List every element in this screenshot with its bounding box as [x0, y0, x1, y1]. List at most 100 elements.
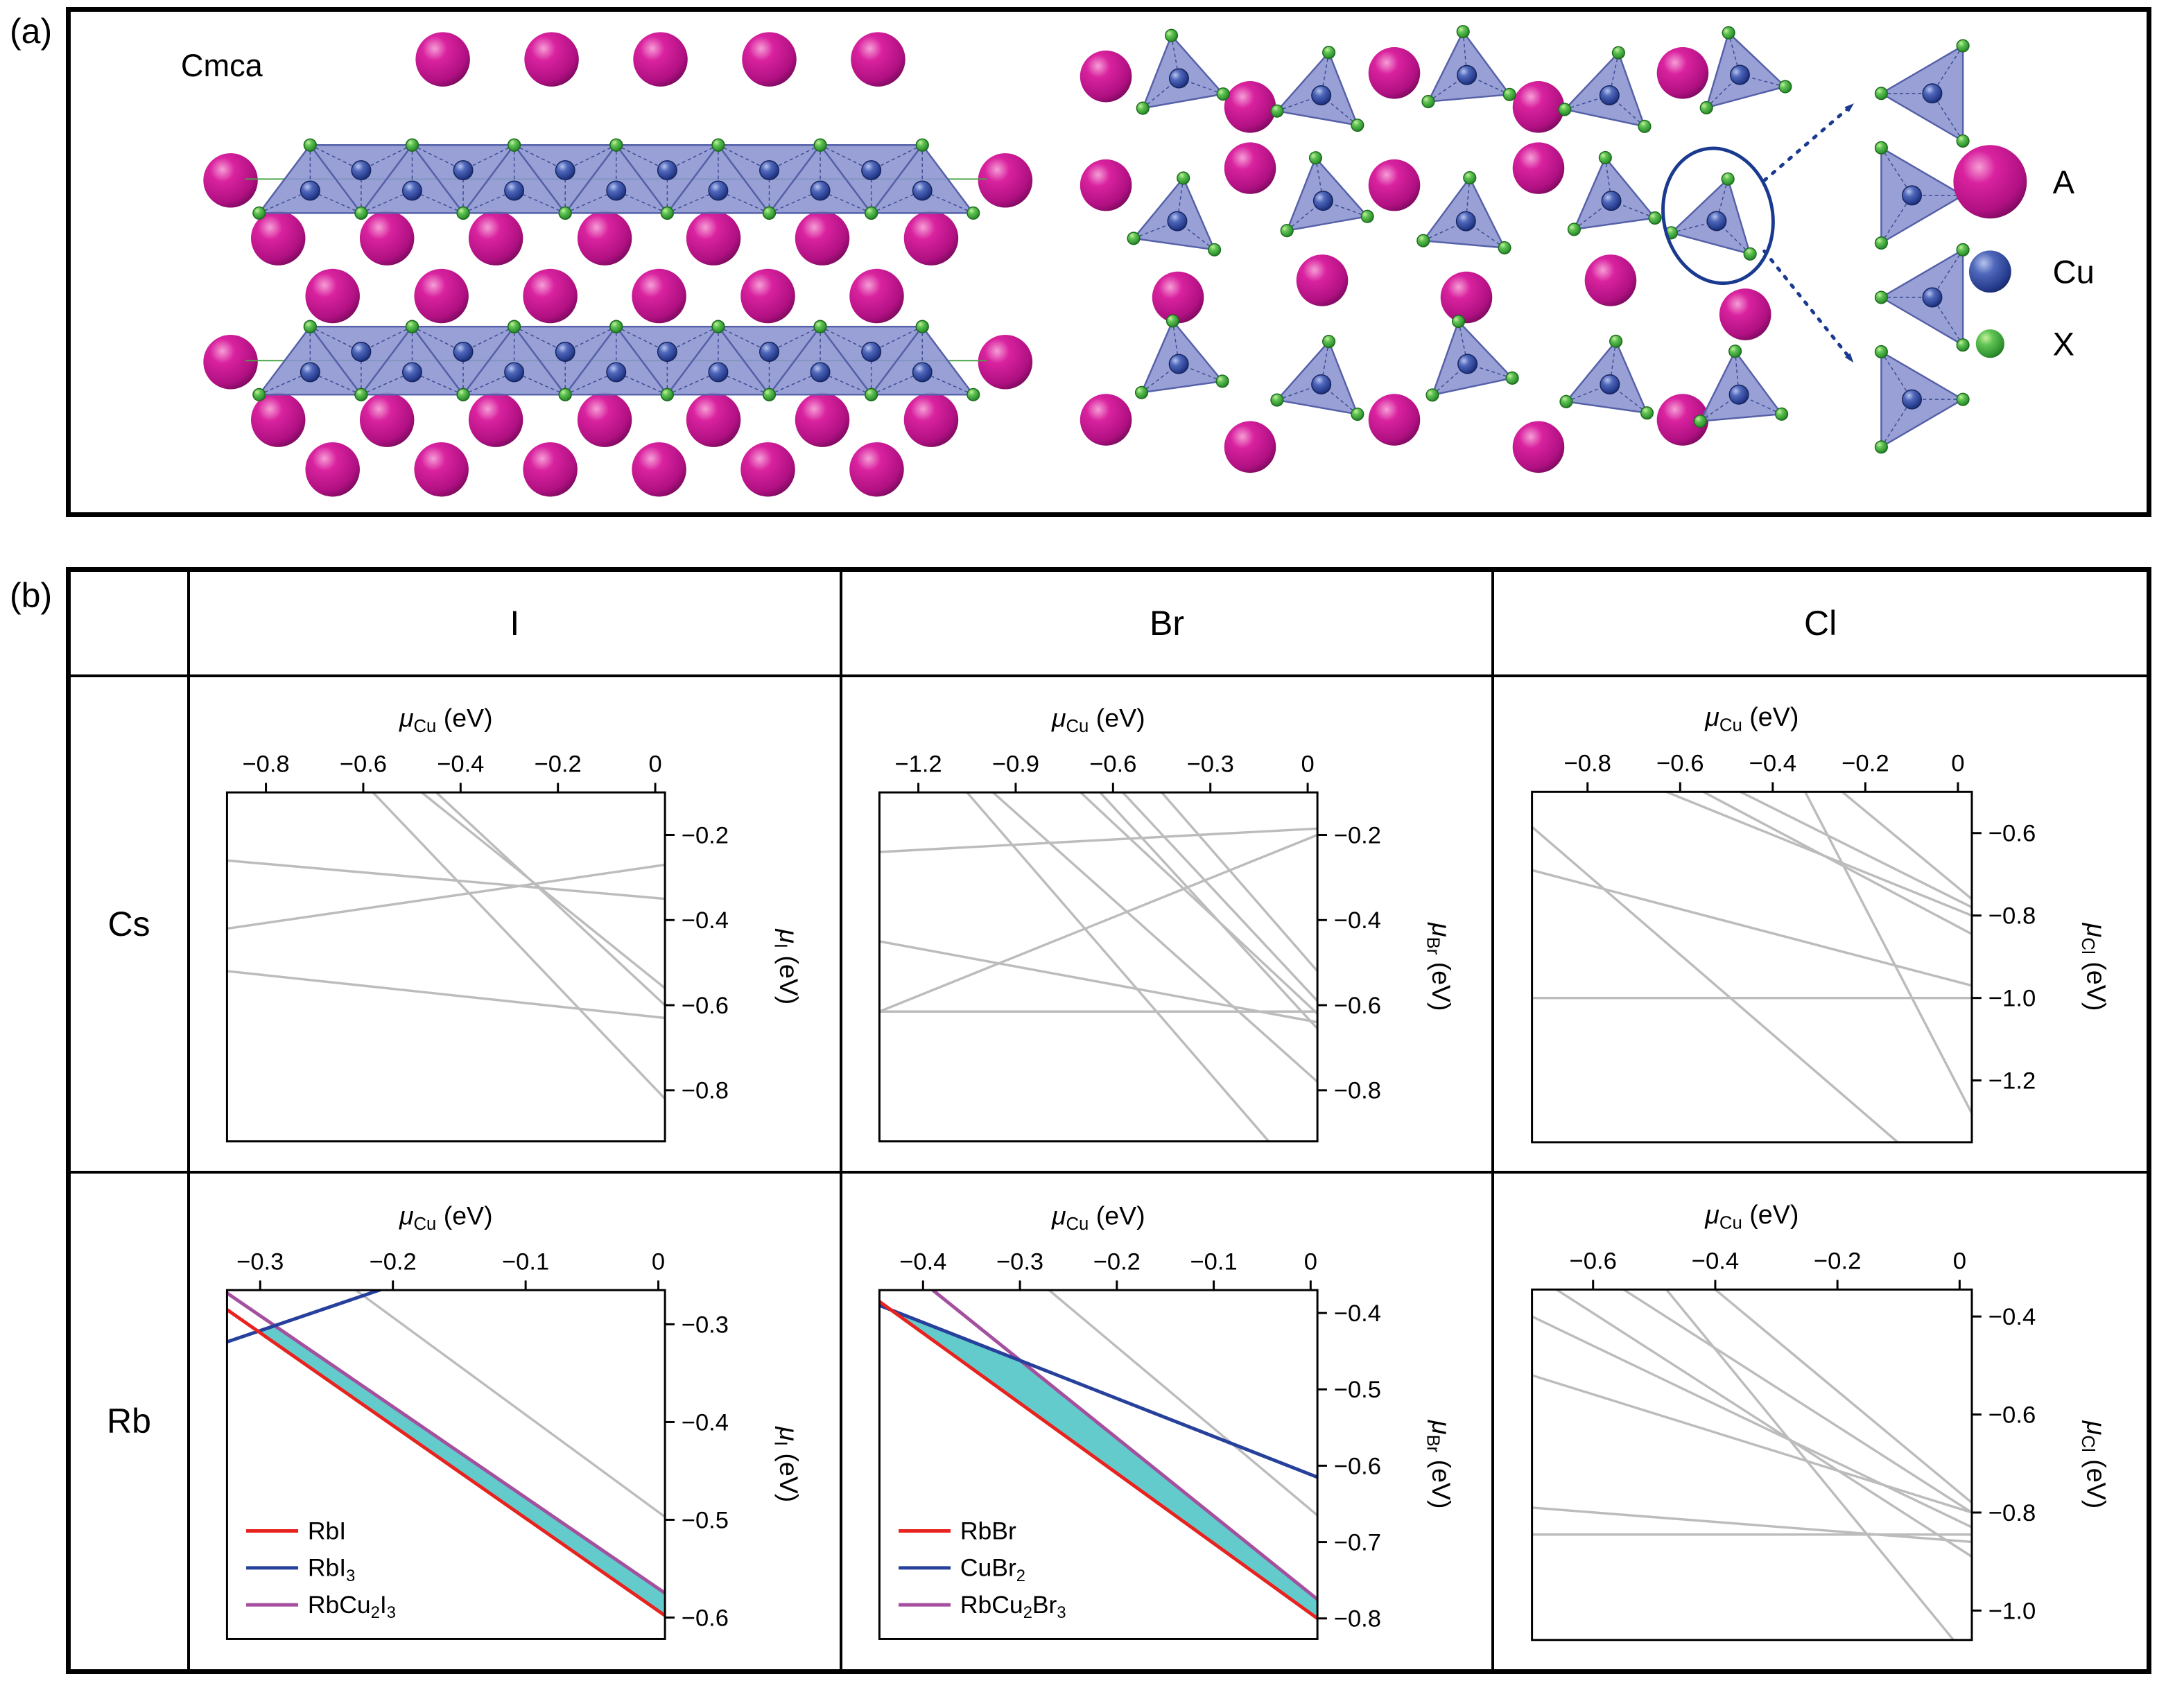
- x-tick-label: 0: [649, 751, 662, 778]
- column-header-br: Br: [842, 572, 1495, 677]
- y-tick-label: −0.3: [682, 1312, 729, 1338]
- x-tick-label: 0: [1951, 751, 1964, 777]
- x-tick-label: −0.1: [502, 1248, 549, 1275]
- x-tick-label: −0.2: [1093, 1248, 1141, 1275]
- y-axis-title: μBr (eV): [1423, 922, 1456, 1011]
- y-tick-label: −0.8: [1334, 1078, 1381, 1104]
- plot-frame: [226, 791, 666, 1143]
- y-axis-title: μBr (eV): [1423, 1420, 1456, 1508]
- plot-frame: [878, 1289, 1319, 1640]
- phase-boundary-lines: [879, 792, 1318, 1142]
- x-tick-label: −0.8: [1563, 751, 1611, 777]
- legend-item-label: X: [2053, 325, 2074, 362]
- phase-diagram-rb-br: −0.4 −0.3 −0.2 −0.1 0 μCu (eV) −0.4 −0.5 −0.6 −0.…: [878, 1201, 1456, 1640]
- x-tick-label: −0.1: [1190, 1248, 1238, 1275]
- y-tick-label: −0.6: [1334, 993, 1381, 1019]
- y-tick-label: −0.6: [1988, 1402, 2036, 1428]
- phase-diagram-cs-br: −1.2 −0.9 −0.6 −0.3 0 μCu (eV) −0.2 −0.4 −0.6 −0.…: [878, 703, 1456, 1143]
- legend-item-x: X: [1975, 325, 2074, 362]
- y-tick-label: −0.6: [1988, 821, 2036, 847]
- phase-diagram-rb-i: −0.3 −0.2 −0.1 0 μCu (eV) −0.3 −0.4 −0.5 −0.6 μI …: [226, 1201, 804, 1640]
- x-tick-label: 0: [1301, 751, 1314, 778]
- chart-cell-cs-i: −0.8 −0.6 −0.4 −0.2 0 μCu (eV) −0.2 −0.4 −0.6 −0.…: [190, 677, 842, 1174]
- y-tick-label: −0.5: [1334, 1377, 1381, 1403]
- y-tick-label: −0.8: [1988, 1500, 2036, 1526]
- phase-boundary-lines: [1532, 1289, 1972, 1640]
- column-header-i: I: [190, 572, 842, 677]
- phase-diagram-cs-i: −0.8 −0.6 −0.4 −0.2 0 μCu (eV) −0.2 −0.4 −0.6 −0.…: [226, 703, 804, 1143]
- plot-frame: [878, 791, 1319, 1143]
- y-axis-title: μCl (eV): [2078, 923, 2111, 1011]
- legend-item-label: Cu: [2053, 253, 2095, 290]
- x-tick-label: −0.9: [992, 751, 1039, 778]
- x-tick-label: −0.6: [1569, 1248, 1616, 1274]
- y-tick-label: −0.6: [682, 1605, 729, 1631]
- crystal-structure-svg: Cmca A Cu X: [181, 25, 2095, 497]
- legend-label: CuBr2: [960, 1553, 1025, 1585]
- x-tick-label: −0.4: [899, 1248, 946, 1275]
- y-axis-title: μCl (eV): [2078, 1420, 2111, 1508]
- atom-legend: A Cu X: [1953, 145, 2095, 362]
- y-tick-label: −0.6: [1334, 1453, 1381, 1479]
- x-tick-label: −0.6: [1656, 751, 1704, 777]
- panel-b-label: (b): [10, 576, 53, 615]
- right-structure: [1080, 25, 1792, 473]
- y-tick-label: −1.2: [1988, 1068, 2036, 1095]
- column-header-cl: Cl: [1494, 572, 2147, 677]
- legend-label: RbCu2I3: [308, 1591, 396, 1622]
- y-tick-label: −0.4: [682, 907, 729, 934]
- x-tick-label: −0.2: [1814, 1248, 1861, 1274]
- row-header-cs: Cs: [71, 677, 190, 1174]
- y-tick-label: −0.6: [682, 993, 729, 1019]
- crystal-structure-panel: Cmca A Cu X: [66, 7, 2151, 517]
- x-axis-title: μCu (eV): [399, 1201, 493, 1234]
- phase-diagram-table: I Br Cl Cs −0.8 −0.6 −0.4 −0.2 0 μCu (eV) −0.2…: [66, 567, 2151, 1674]
- chart-cell-cs-cl: −0.8 −0.6 −0.4 −0.2 0 μCu (eV) −0.6 −0.8 −1.0 −1.…: [1494, 677, 2147, 1174]
- highlight-ellipse: [1661, 146, 1775, 286]
- x-axis-title: μCu (eV): [1704, 702, 1799, 735]
- x-tick-label: −0.2: [370, 1248, 417, 1275]
- y-axis-title: μI (eV): [771, 1426, 804, 1502]
- row-header-rb: Rb: [71, 1173, 190, 1669]
- plot-frame: [1530, 1288, 1973, 1641]
- legend-label: RbCu2Br3: [960, 1591, 1066, 1622]
- phase-boundary-lines: [227, 792, 666, 1100]
- space-group-label: Cmca: [181, 48, 263, 83]
- y-tick-label: −0.4: [682, 1409, 729, 1436]
- y-tick-label: −0.7: [1334, 1529, 1381, 1556]
- x-tick-label: −0.3: [1187, 751, 1234, 778]
- y-tick-label: −1.0: [1988, 986, 2036, 1012]
- left-structure: [203, 32, 1033, 497]
- chart-cell-cs-br: −1.2 −0.9 −0.6 −0.3 0 μCu (eV) −0.2 −0.4 −0.6 −0.…: [842, 677, 1495, 1174]
- x-axis-title: μCu (eV): [1051, 1201, 1145, 1234]
- arrow-to-chain-bottom: [1762, 249, 1854, 363]
- x-axis-title: μCu (eV): [399, 703, 493, 736]
- legend-label: RbI: [308, 1517, 346, 1544]
- y-tick-label: −0.4: [1988, 1304, 2036, 1330]
- y-tick-label: −1.0: [1988, 1598, 2036, 1624]
- x-tick-label: 0: [1304, 1248, 1317, 1275]
- x-tick-label: −0.6: [340, 751, 387, 778]
- x-tick-label: 0: [1952, 1248, 1966, 1274]
- phase-diagram-rb-cl: −0.6 −0.4 −0.2 0 μCu (eV) −0.4 −0.6 −0.8 −1.0 μCl…: [1530, 1200, 2111, 1641]
- x-tick-label: 0: [652, 1248, 665, 1275]
- x-tick-label: −0.2: [535, 751, 582, 778]
- y-tick-label: −0.2: [682, 822, 729, 848]
- x-tick-label: −0.8: [243, 751, 290, 778]
- y-tick-label: −0.2: [1334, 822, 1381, 848]
- legend-item-a: A: [1953, 145, 2075, 219]
- legend-item-label: A: [2053, 164, 2075, 200]
- chart-cell-rb-br: −0.4 −0.3 −0.2 −0.1 0 μCu (eV) −0.4 −0.5 −0.6 −0.…: [842, 1173, 1495, 1669]
- arrow-to-chain-top: [1762, 103, 1854, 182]
- panel-a-label: (a): [10, 12, 53, 51]
- x-tick-label: −1.2: [894, 751, 942, 778]
- y-tick-label: −0.8: [1988, 903, 2036, 930]
- x-tick-label: −0.4: [1691, 1248, 1738, 1274]
- x-tick-label: −0.3: [237, 1248, 284, 1275]
- x-tick-label: −0.2: [1841, 751, 1889, 777]
- tetrahedra-chain: [1874, 39, 1970, 454]
- chart-cell-rb-i: −0.3 −0.2 −0.1 0 μCu (eV) −0.3 −0.4 −0.5 −0.6 μI …: [190, 1173, 842, 1669]
- x-tick-label: −0.4: [1749, 751, 1796, 777]
